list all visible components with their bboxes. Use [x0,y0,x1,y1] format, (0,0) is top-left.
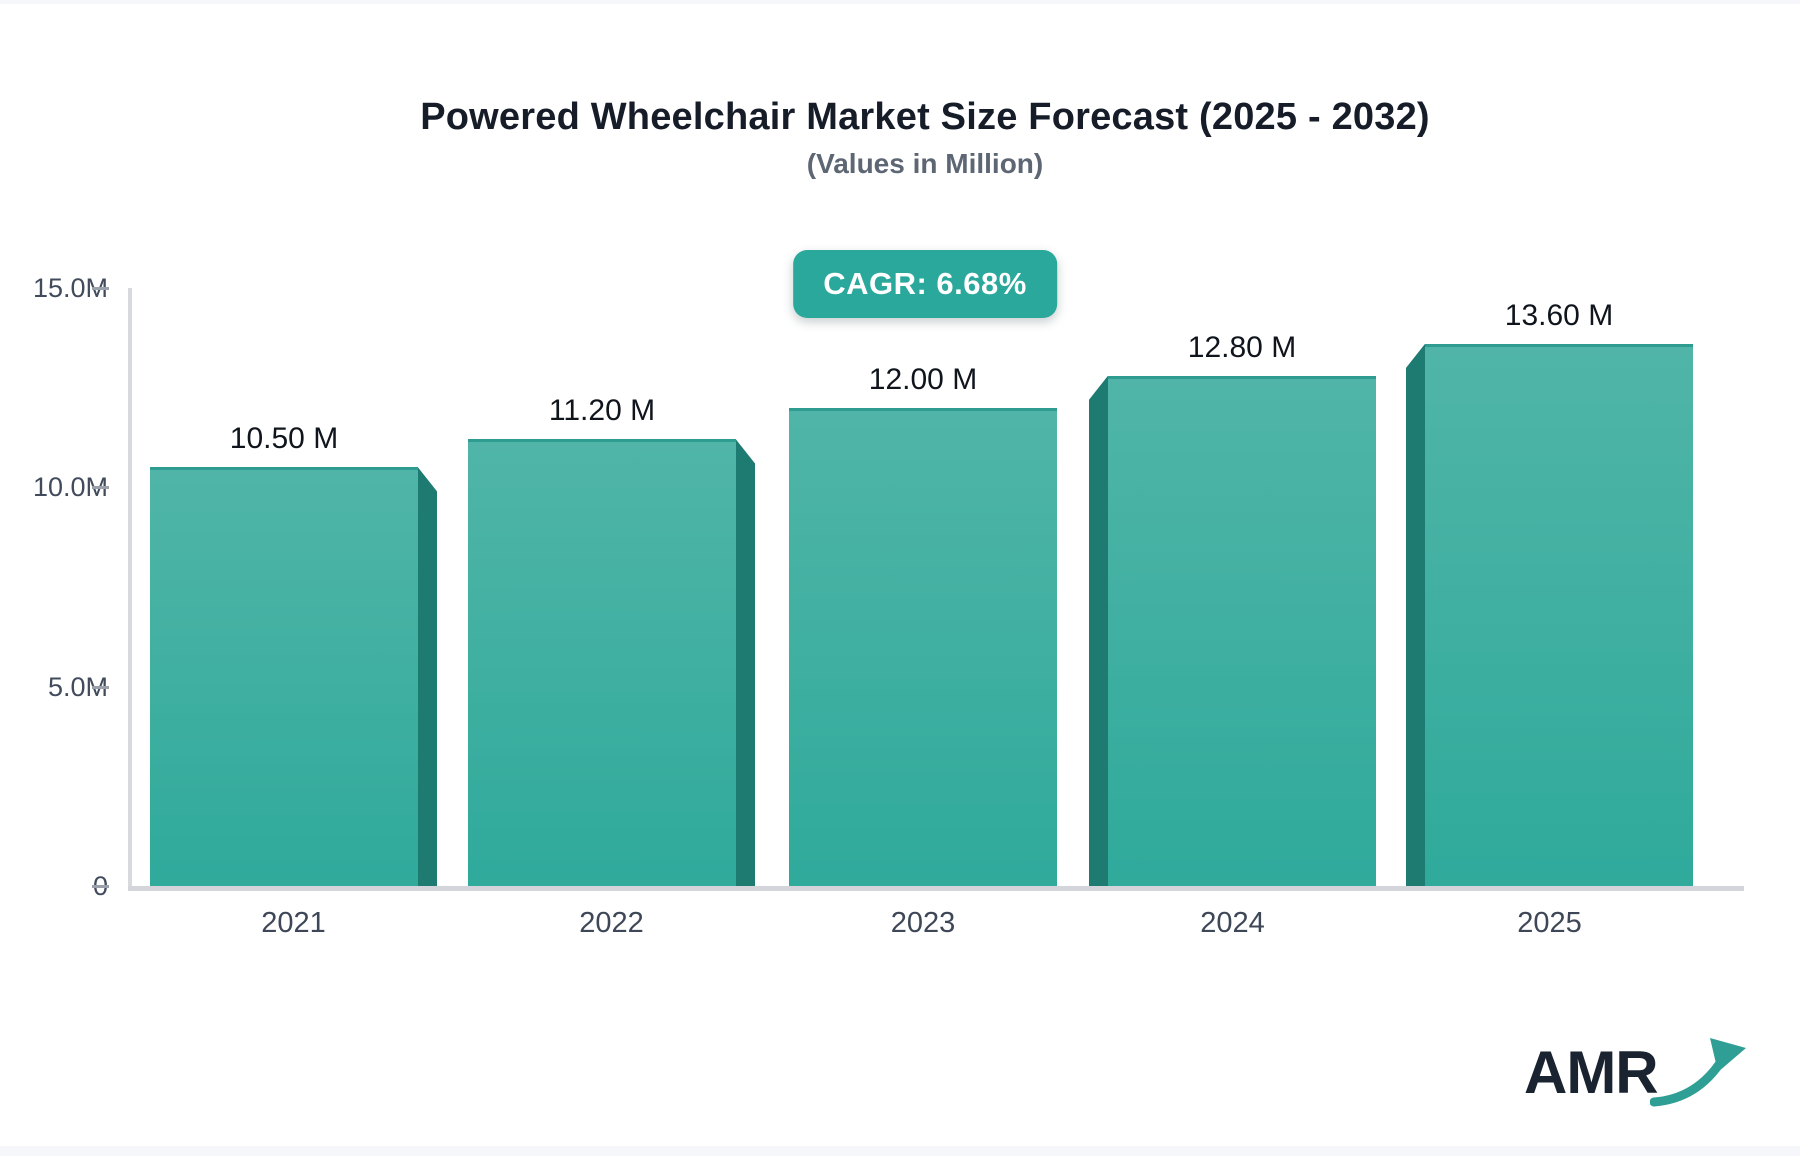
bar-2022 [468,439,736,886]
x-axis-category-label: 2024 [1200,907,1265,939]
bar-2025 [1425,343,1693,886]
y-axis-tick-mark [92,486,109,490]
x-axis-category-label: 2022 [579,907,644,939]
chart-subtitle: (Values in Million) [806,148,1044,179]
bar-side-panel [1406,343,1425,886]
bar-2021 [150,467,418,886]
y-axis-tick-mark [92,287,109,290]
bar-2023 [789,407,1057,886]
bar-value-label: 11.20 M [548,394,656,428]
x-axis-line [128,886,1744,891]
top-edge-strip [0,0,1800,4]
x-axis-category-label: 2023 [890,907,956,939]
bar-side-panel [736,439,755,886]
y-axis-tick-mark [92,685,109,689]
cagr-badge: CAGR: 6.68% [793,250,1057,318]
amr-logo-text: AMR [1524,1039,1659,1106]
bar-side-panel [1089,375,1108,886]
bar-2024 [1108,375,1376,886]
bar-value-label: 13.60 M [1504,298,1614,332]
x-axis-category-label: 2025 [1517,907,1582,939]
bar-value-label: 12.80 M [1187,330,1297,364]
bar-value-label: 10.50 M [229,422,339,456]
x-axis-category-label: 2021 [261,907,326,939]
y-axis-tick-mark [92,885,109,888]
y-axis-line [128,288,132,888]
growth-arrow-icon [1650,1038,1746,1107]
chart-title: Powered Wheelchair Market Size Forecast … [420,96,1430,138]
amr-logo: AMR [1524,1028,1746,1118]
bottom-edge-strip [0,1146,1800,1156]
bar-side-panel [418,467,437,886]
bar-value-label: 12.00 M [868,362,978,396]
